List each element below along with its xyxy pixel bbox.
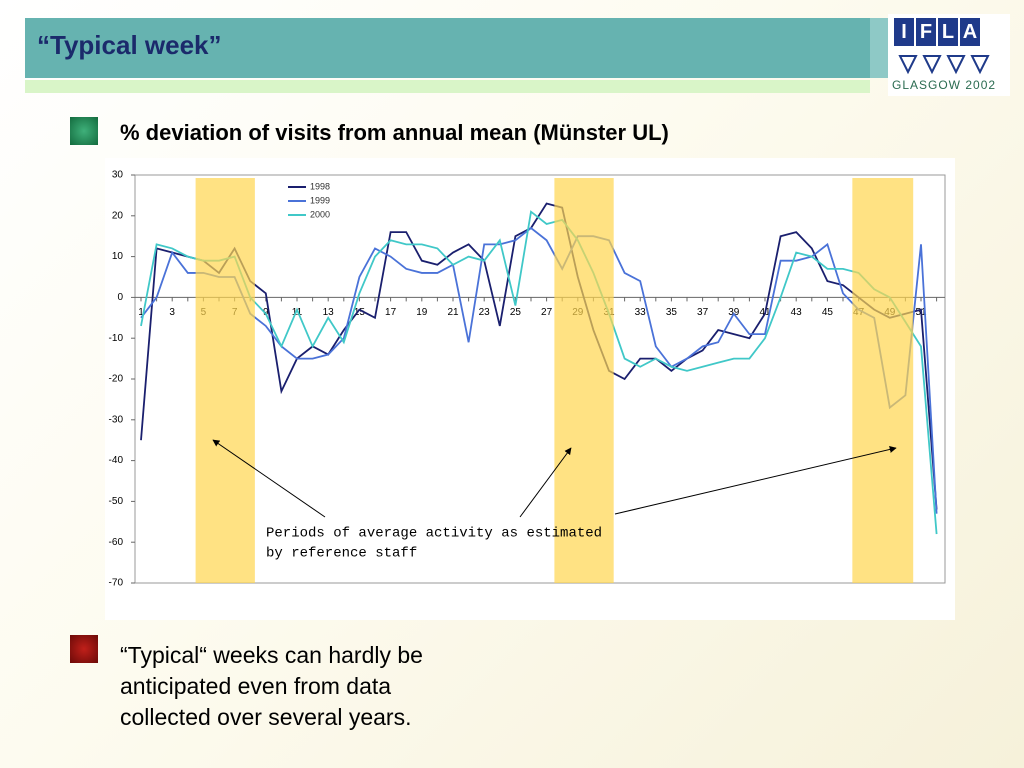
x-tick-label: 35 bbox=[666, 307, 678, 318]
logo-caption: GLASGOW 2002 bbox=[892, 78, 997, 92]
heading: % deviation of visits from annual mean (… bbox=[120, 120, 669, 145]
x-tick-label: 45 bbox=[822, 307, 834, 318]
logo-letter: F bbox=[916, 18, 936, 46]
series-line bbox=[140, 210, 938, 535]
title-bar: “Typical week” bbox=[25, 18, 888, 78]
x-tick-label: 21 bbox=[447, 307, 459, 318]
bullet-icon bbox=[70, 635, 98, 663]
highlight-band bbox=[195, 178, 255, 583]
y-tick-label: -60 bbox=[109, 537, 124, 548]
note: “Typical“ weeks can hardly be anticipate… bbox=[120, 640, 423, 733]
annotation-arrow bbox=[212, 439, 326, 518]
x-tick-label: 3 bbox=[169, 307, 175, 318]
highlight-band bbox=[852, 178, 914, 583]
series-line bbox=[140, 202, 938, 510]
series-line bbox=[140, 226, 938, 514]
strip bbox=[25, 80, 870, 93]
y-tick-label: 20 bbox=[112, 210, 124, 221]
slide-title: “Typical week” bbox=[37, 30, 222, 60]
x-tick-label: 27 bbox=[541, 307, 553, 318]
y-tick-label: -30 bbox=[109, 414, 124, 425]
note-line: anticipated even from data bbox=[120, 673, 392, 699]
x-tick-label: 37 bbox=[697, 307, 709, 318]
x-tick-label: 17 bbox=[385, 307, 397, 318]
logo-letter: L bbox=[938, 18, 958, 46]
annotation: Periods of average activity as estimated bbox=[266, 526, 602, 542]
x-tick-label: 33 bbox=[635, 307, 647, 318]
x-tick-label: 1 bbox=[138, 307, 144, 318]
x-tick-label: 11 bbox=[292, 307, 303, 318]
logo: I F L A GLASGOW 2002 bbox=[888, 14, 1010, 96]
y-tick-label: -10 bbox=[109, 333, 124, 344]
y-tick-label: -70 bbox=[109, 578, 124, 589]
note-line: “Typical“ weeks can hardly be bbox=[120, 642, 423, 668]
logo-icons bbox=[898, 55, 990, 75]
legend-label: 1999 bbox=[310, 195, 330, 205]
x-tick-label: 13 bbox=[323, 307, 335, 318]
y-tick-label: 30 bbox=[112, 170, 124, 181]
x-tick-label: 25 bbox=[510, 307, 522, 318]
logo-letter: A bbox=[960, 18, 980, 46]
y-tick-label: -50 bbox=[109, 496, 124, 507]
x-tick-label: 19 bbox=[416, 307, 428, 318]
y-tick-label: 0 bbox=[117, 292, 123, 303]
x-tick-label: 9 bbox=[263, 307, 269, 318]
y-tick-label: 10 bbox=[112, 251, 124, 262]
y-tick-label: -20 bbox=[109, 374, 124, 385]
legend-label: 1998 bbox=[310, 181, 330, 191]
logo-letter: I bbox=[894, 18, 914, 46]
x-tick-label: 15 bbox=[354, 307, 366, 318]
y-tick-label: -40 bbox=[109, 455, 124, 466]
annotation-arrow bbox=[614, 446, 897, 515]
note-line: collected over several years. bbox=[120, 704, 412, 730]
x-tick-label: 23 bbox=[479, 307, 491, 318]
legend-label: 2000 bbox=[310, 209, 330, 219]
annotation-arrow bbox=[519, 447, 572, 518]
annotation: by reference staff bbox=[266, 546, 417, 562]
highlight-band bbox=[554, 178, 614, 583]
bullet-icon bbox=[70, 117, 98, 145]
x-tick-label: 43 bbox=[791, 307, 803, 318]
plot-area bbox=[134, 174, 946, 584]
